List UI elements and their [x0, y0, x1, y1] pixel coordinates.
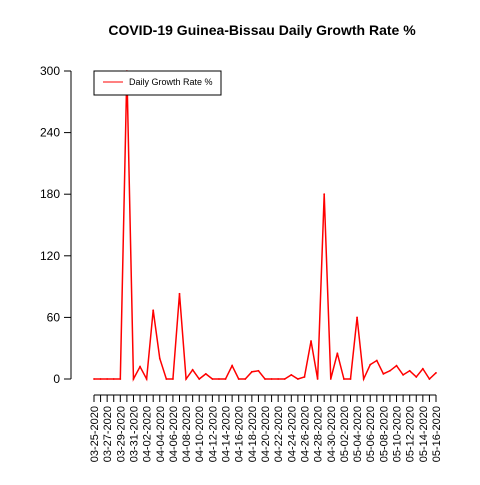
chart-title: COVID-19 Guinea-Bissau Daily Growth Rate… [108, 22, 416, 38]
x-tick-label: 03-27-2020 [102, 406, 114, 462]
data-point [158, 357, 161, 360]
x-tick-label: 05-10-2020 [392, 406, 404, 462]
data-point [139, 365, 141, 368]
x-tick-label: 05-02-2020 [339, 406, 351, 462]
legend-box [93, 70, 222, 96]
data-point [428, 378, 431, 380]
data-point [224, 378, 227, 380]
data-point [112, 378, 115, 380]
data-point [421, 367, 424, 370]
data-point [191, 368, 194, 371]
x-tick-label: 04-16-2020 [234, 406, 246, 462]
data-point [323, 193, 326, 196]
data-point [349, 378, 352, 380]
data-point [343, 378, 345, 380]
x-tick-label: 03-31-2020 [128, 406, 140, 462]
data-point [99, 378, 102, 380]
y-tick-label: 300 [40, 64, 60, 78]
y-tick-label: 60 [47, 310, 61, 324]
x-tick-label: 04-28-2020 [313, 406, 325, 462]
data-point [218, 378, 220, 380]
data-point [264, 378, 266, 380]
x-tick-label: 04-24-2020 [286, 406, 298, 462]
legend: Daily Growth Rate % [93, 70, 222, 96]
data-point [389, 369, 391, 372]
y-tick-label: 180 [40, 187, 60, 201]
data-point [172, 378, 174, 380]
data-point [402, 373, 405, 376]
data-point [296, 378, 299, 380]
data-point [336, 352, 339, 355]
x-tick-label: 04-26-2020 [299, 406, 311, 462]
data-point [106, 378, 109, 380]
data-point [204, 372, 207, 375]
data-point [257, 369, 260, 372]
data-point [375, 359, 378, 362]
data-point [165, 378, 168, 380]
data-point [237, 378, 240, 380]
data-point [211, 378, 214, 380]
x-tick-label: 04-08-2020 [181, 406, 193, 462]
data-point [119, 378, 122, 380]
x-tick-label: 04-12-2020 [207, 406, 219, 462]
x-tick-label: 04-04-2020 [155, 406, 167, 462]
data-point [356, 316, 358, 319]
data-point [178, 292, 181, 295]
data-point [231, 364, 234, 367]
x-tick-label: 04-14-2020 [221, 406, 233, 462]
data-point [329, 378, 332, 380]
data-point [415, 376, 418, 378]
x-tick-label: 04-30-2020 [326, 406, 338, 462]
data-point [185, 378, 187, 380]
series-line [94, 70, 437, 382]
data-point [310, 340, 312, 342]
data-point [152, 309, 155, 312]
data-point [270, 378, 273, 380]
y-tick-label: 0 [53, 372, 60, 386]
x-tick-label: 04-18-2020 [247, 406, 259, 462]
x-tick-label: 05-06-2020 [365, 406, 377, 462]
data-point [283, 378, 286, 380]
x-tick-label: 04-20-2020 [260, 406, 272, 462]
x-tick-label: 05-04-2020 [352, 406, 364, 462]
data-point [408, 369, 411, 372]
data-point [395, 364, 398, 367]
data-point [369, 363, 372, 366]
x-tick-label: 04-10-2020 [194, 406, 206, 462]
data-point [250, 370, 253, 373]
x-tick-label: 04-02-2020 [142, 406, 154, 462]
data-point [244, 378, 247, 380]
data-point [290, 373, 293, 376]
x-tick-label: 03-25-2020 [89, 406, 101, 462]
data-point [93, 378, 95, 380]
data-point [435, 371, 437, 374]
x-tick-label: 05-16-2020 [431, 406, 443, 462]
x-tick-label: 03-29-2020 [115, 406, 127, 462]
y-axis-ticks: 0 60 120 180 240 300 [40, 64, 71, 386]
data-point [303, 376, 306, 378]
x-tick-label: 05-12-2020 [405, 406, 417, 462]
data-point [277, 378, 280, 380]
data-point [362, 378, 365, 380]
x-axis-ticks: 03-25-2020 03-27-2020 03-29-2020 03-31-2020… [89, 395, 443, 462]
data-point [132, 378, 135, 380]
x-tick-label: 05-08-2020 [378, 406, 390, 462]
series-group [93, 70, 437, 382]
y-tick-label: 120 [40, 249, 60, 263]
data-point [382, 372, 385, 375]
x-tick-label: 04-06-2020 [168, 406, 180, 462]
data-point [145, 378, 148, 380]
x-tick-label: 05-14-2020 [418, 406, 430, 462]
x-tick-label: 04-22-2020 [273, 406, 285, 462]
y-tick-label: 240 [40, 126, 60, 140]
legend-label: Daily Growth Rate % [129, 77, 213, 87]
data-point [316, 378, 319, 380]
data-point [198, 378, 201, 380]
